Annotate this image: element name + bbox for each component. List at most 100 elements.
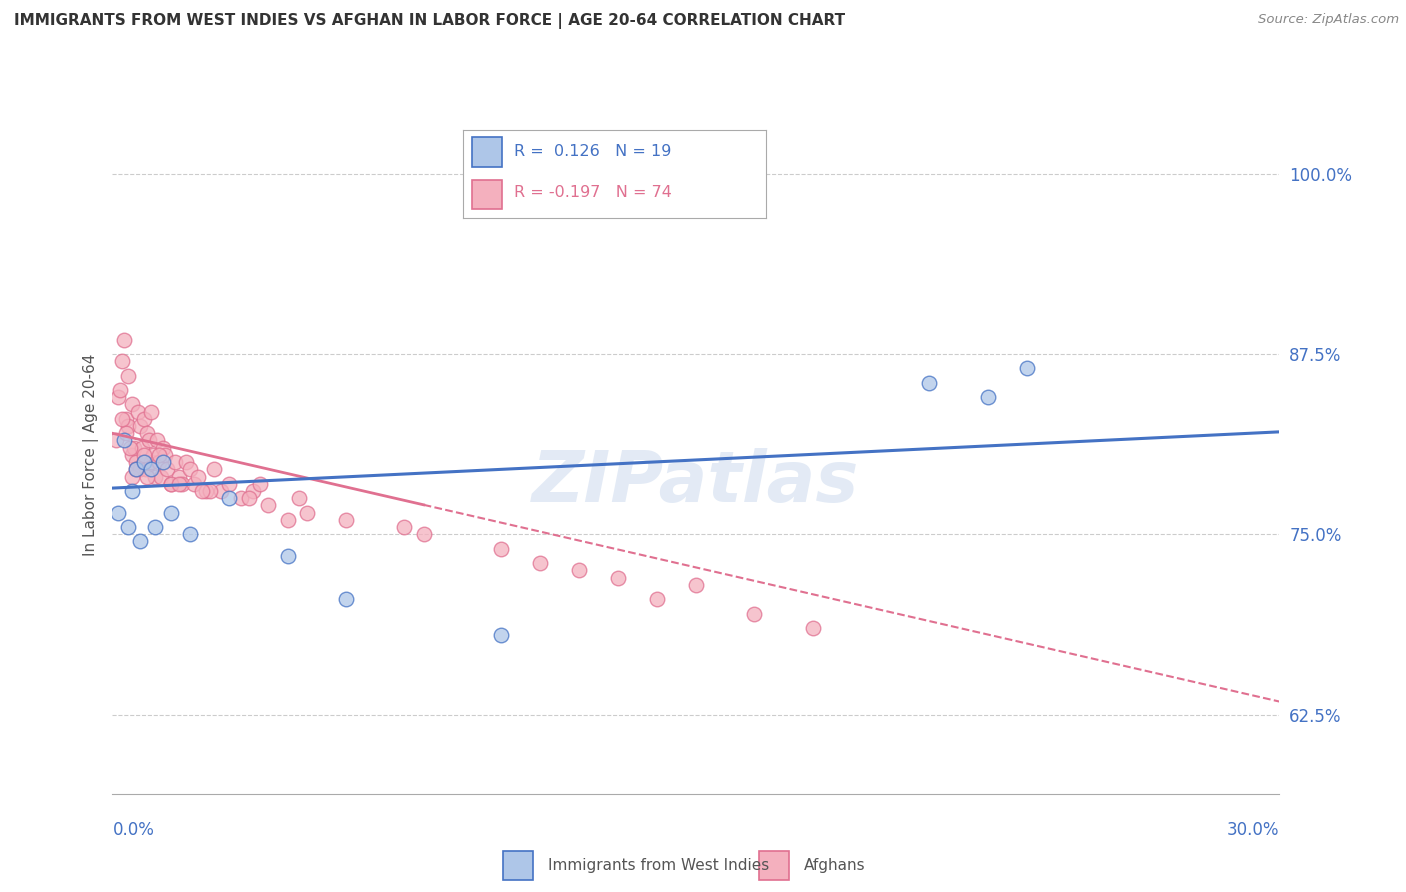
Point xyxy=(568,563,591,577)
Point xyxy=(242,483,264,498)
Point xyxy=(152,441,174,455)
Point xyxy=(160,506,183,520)
Point xyxy=(218,476,240,491)
Text: IMMIGRANTS FROM WEST INDIES VS AFGHAN IN LABOR FORCE | AGE 20-64 CORRELATION CHA: IMMIGRANTS FROM WEST INDIES VS AFGHAN IN… xyxy=(14,13,845,29)
Point xyxy=(125,462,148,476)
Point xyxy=(138,434,160,448)
Point xyxy=(148,455,170,469)
Point xyxy=(179,527,201,541)
Point xyxy=(127,404,149,418)
Bar xyxy=(471,180,502,209)
Point xyxy=(117,520,139,534)
Point xyxy=(121,448,143,462)
Point xyxy=(121,483,143,498)
Point xyxy=(167,469,190,483)
Point xyxy=(685,578,707,592)
Text: 30.0%: 30.0% xyxy=(1227,821,1279,838)
Text: 0.0%: 0.0% xyxy=(112,821,155,838)
Y-axis label: In Labor Force | Age 20-64: In Labor Force | Age 20-64 xyxy=(83,354,98,556)
Point xyxy=(135,462,157,476)
Point xyxy=(115,412,138,426)
Point xyxy=(491,541,513,556)
Point xyxy=(198,483,221,498)
Text: R =  0.126   N = 19: R = 0.126 N = 19 xyxy=(515,144,672,159)
Point xyxy=(136,469,159,483)
Point xyxy=(128,462,150,476)
Point xyxy=(218,491,240,506)
Point xyxy=(146,434,169,448)
Point xyxy=(742,607,765,621)
Point xyxy=(229,491,252,506)
Point xyxy=(141,455,163,469)
Point xyxy=(110,383,132,397)
Point xyxy=(121,397,143,411)
Point xyxy=(202,462,225,476)
Point xyxy=(112,434,135,448)
Point xyxy=(801,621,824,635)
Point xyxy=(132,455,155,469)
Point xyxy=(160,476,183,491)
Point xyxy=(141,462,163,476)
Point xyxy=(187,469,209,483)
Point xyxy=(143,469,166,483)
Text: ZIPatlas: ZIPatlas xyxy=(533,448,859,516)
Text: R = -0.197   N = 74: R = -0.197 N = 74 xyxy=(515,186,672,201)
Point xyxy=(249,476,271,491)
Text: Immigrants from West Indies: Immigrants from West Indies xyxy=(548,858,769,872)
Point xyxy=(136,426,159,441)
Point xyxy=(167,476,190,491)
Point xyxy=(125,462,148,476)
Point xyxy=(163,455,186,469)
Point xyxy=(132,448,155,462)
Point xyxy=(117,368,139,383)
Point xyxy=(276,513,298,527)
Point xyxy=(153,448,176,462)
Point xyxy=(172,476,194,491)
Point xyxy=(160,476,183,491)
Bar xyxy=(471,137,502,167)
Point xyxy=(128,534,150,549)
Point xyxy=(128,419,150,434)
Point xyxy=(105,434,128,448)
Point xyxy=(1015,361,1038,376)
Point xyxy=(295,506,318,520)
Point xyxy=(111,412,134,426)
Point xyxy=(335,513,357,527)
Bar xyxy=(503,851,533,880)
Point xyxy=(918,376,941,390)
Point xyxy=(194,483,217,498)
Point xyxy=(209,483,232,498)
Point xyxy=(392,520,416,534)
Point xyxy=(152,455,174,469)
Point xyxy=(150,469,173,483)
Point xyxy=(143,520,166,534)
Point xyxy=(645,592,668,607)
Point xyxy=(183,476,205,491)
Point xyxy=(179,462,201,476)
Point xyxy=(491,628,513,642)
Point xyxy=(529,556,551,570)
Point xyxy=(112,333,135,347)
Point xyxy=(132,412,155,426)
Point xyxy=(335,592,357,607)
Point xyxy=(111,354,134,368)
Point xyxy=(288,491,311,506)
Text: Afghans: Afghans xyxy=(804,858,865,872)
Point xyxy=(117,419,139,434)
Point xyxy=(191,483,214,498)
Point xyxy=(107,390,129,404)
Point xyxy=(176,455,198,469)
Point xyxy=(115,426,138,441)
Point xyxy=(121,469,143,483)
Point xyxy=(125,455,148,469)
Text: Source: ZipAtlas.com: Source: ZipAtlas.com xyxy=(1258,13,1399,27)
Point xyxy=(276,549,298,563)
Point xyxy=(142,448,165,462)
Point xyxy=(238,491,260,506)
Point xyxy=(257,499,280,513)
Point xyxy=(122,441,145,455)
Point xyxy=(107,506,129,520)
Point xyxy=(412,527,434,541)
Point xyxy=(976,390,998,404)
Point xyxy=(148,448,170,462)
